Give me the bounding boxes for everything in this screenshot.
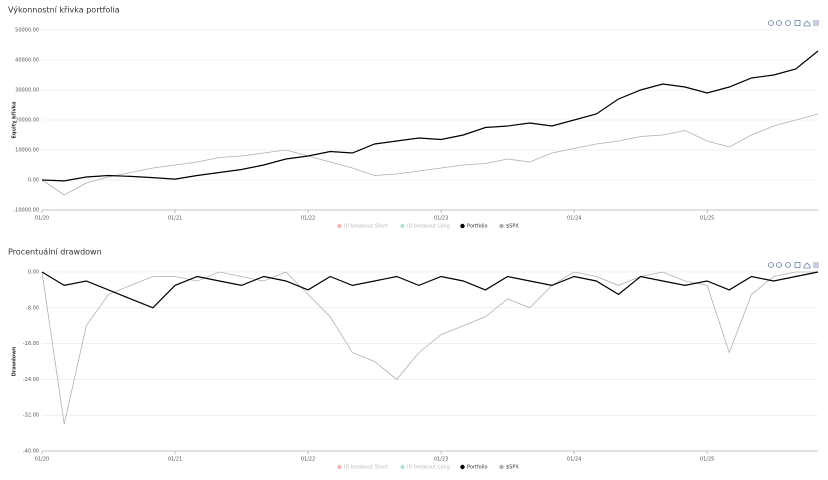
x-tick-label: 01/21	[168, 216, 182, 222]
series-line	[41, 113, 819, 196]
x-tick-label: 01/22	[301, 216, 315, 222]
legend-label[interactable]: ID breakout Short	[344, 224, 388, 230]
x-tick-label: 01/25	[700, 216, 714, 222]
x-tick-label: 01/20	[35, 216, 49, 222]
toolbar[interactable]	[768, 262, 820, 269]
y-tick-label: -40.00	[23, 449, 39, 455]
legend-label[interactable]: $SPX	[506, 465, 519, 471]
y-tick-label: -24.00	[23, 377, 39, 383]
x-tick-label: 01/23	[434, 216, 448, 222]
toolbar[interactable]	[768, 20, 820, 27]
y-axis-label: Drawdown	[12, 346, 18, 376]
legend-label[interactable]: ID breakout Short	[344, 465, 388, 471]
x-tick-label: 01/21	[168, 457, 182, 463]
legend-label[interactable]: ID breakout Long	[407, 224, 450, 230]
legend-label[interactable]: Portfolio	[467, 465, 488, 471]
y-tick-label: 10000.00	[15, 148, 39, 154]
x-tick-label: 01/22	[301, 457, 315, 463]
legend-marker[interactable]	[337, 223, 342, 229]
legend-marker[interactable]	[337, 464, 342, 470]
legend-label[interactable]: $SPX	[506, 224, 519, 230]
chart-title: Výkonnostní křivka portfolia	[8, 6, 120, 15]
x-tick-label: 01/24	[567, 216, 581, 222]
x-tick-label: 01/24	[567, 457, 581, 463]
legend-marker[interactable]	[400, 464, 405, 470]
y-tick-label: 40000.00	[15, 58, 39, 64]
y-axis-label: Equity křivka	[11, 101, 18, 138]
y-tick-label: 30000.00	[15, 88, 39, 94]
y-tick-label: 20000.00	[15, 118, 39, 124]
y-tick-label: 50000.00	[15, 28, 39, 34]
x-tick-label: 01/20	[35, 457, 49, 463]
legend-marker[interactable]	[499, 464, 504, 470]
legend-label[interactable]: ID breakout Long	[407, 465, 450, 471]
chart-title: Procentuální drawdown	[8, 248, 102, 257]
y-tick-label: -16.00	[23, 341, 39, 347]
y-tick-label: 0.00	[28, 178, 39, 184]
series-line	[41, 271, 818, 425]
series-line	[41, 271, 819, 309]
y-tick-label: -32.00	[23, 413, 39, 419]
y-tick-label: -10000.00	[13, 208, 39, 214]
x-tick-label: 01/23	[434, 457, 448, 463]
legend-marker[interactable]	[460, 223, 465, 229]
x-tick-label: 01/25	[700, 457, 714, 463]
legend-label[interactable]: Portfolio	[467, 224, 488, 230]
legend-marker[interactable]	[460, 464, 465, 470]
series-line	[41, 50, 819, 182]
legend-marker[interactable]	[400, 223, 405, 229]
legend-marker[interactable]	[499, 223, 504, 229]
y-tick-label: -8.00	[26, 305, 39, 311]
y-tick-label: 0.00	[28, 270, 39, 276]
